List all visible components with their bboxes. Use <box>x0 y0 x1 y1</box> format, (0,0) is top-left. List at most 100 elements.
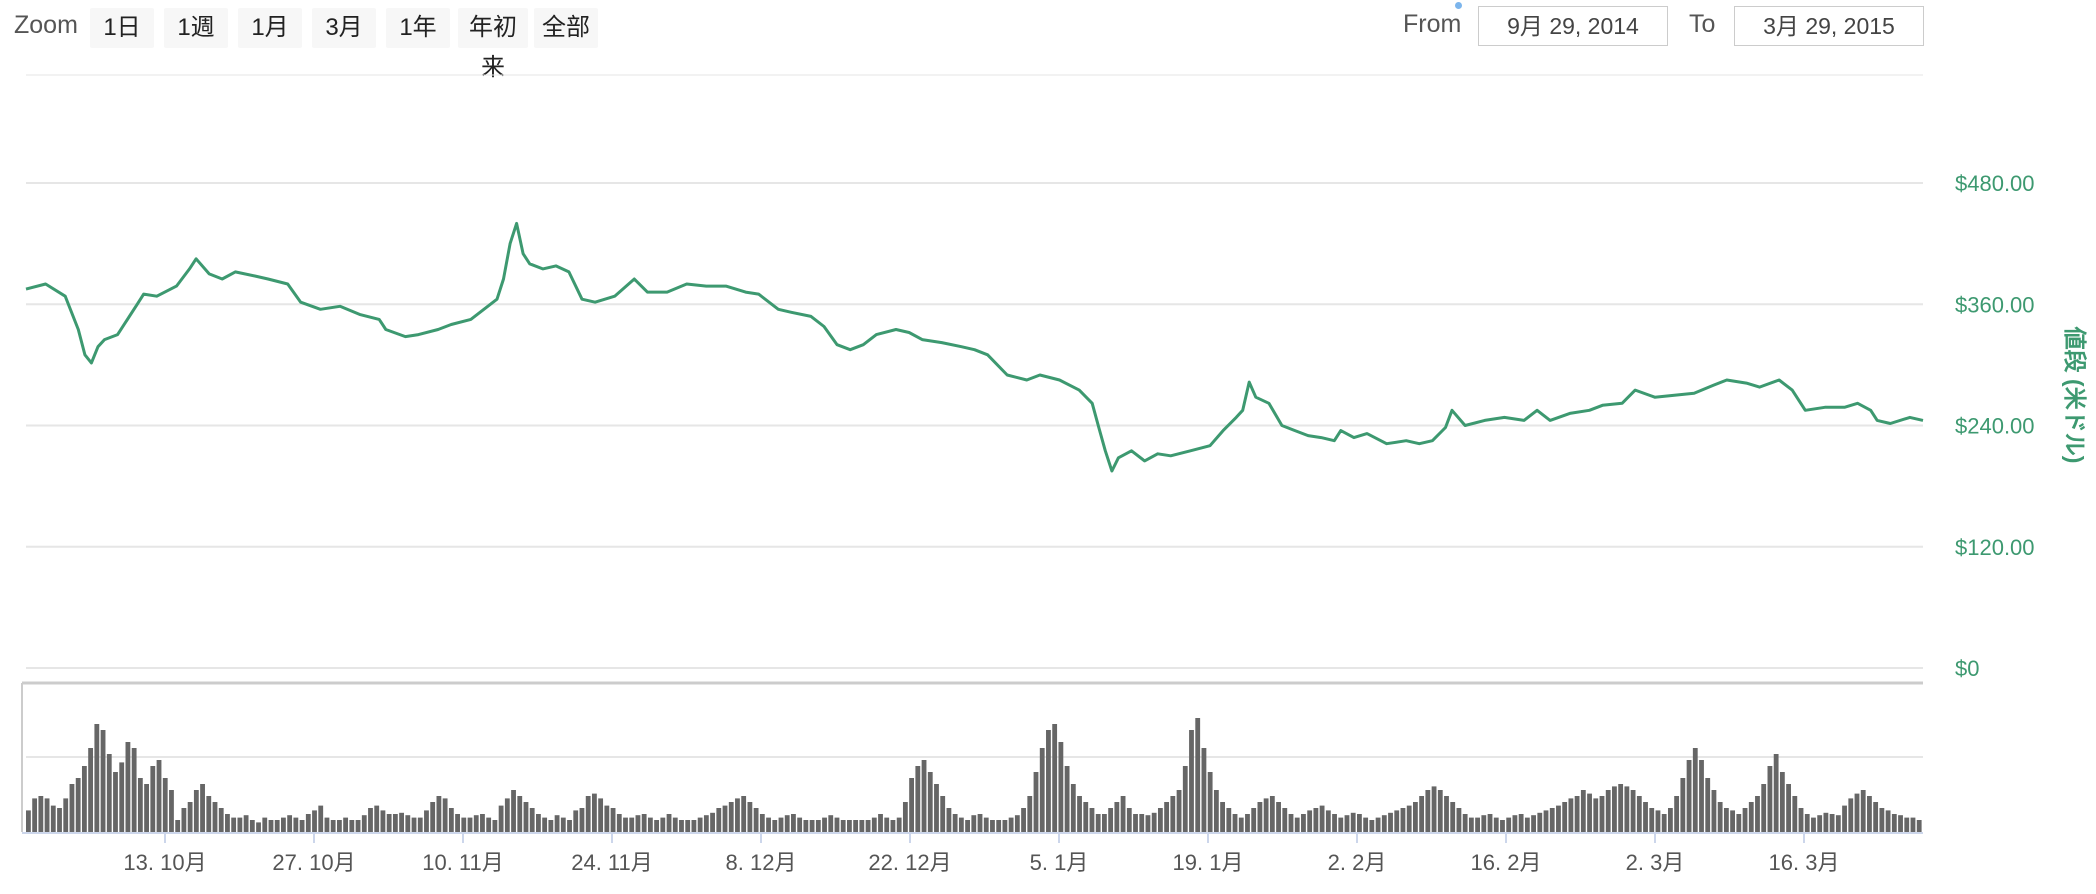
volume-bar <box>448 808 454 832</box>
volume-bar <box>1568 798 1574 832</box>
volume-bar <box>990 820 995 832</box>
x-axis: 13. 10月 27. 10月 10. 11月 24. 11月 8. 12月 22. 12… <box>22 832 1923 875</box>
x-tick-label: 8. 12月 <box>726 850 797 875</box>
volume-bar <box>287 815 293 832</box>
volume-bar <box>467 817 473 832</box>
x-tick-label: 16. 2月 <box>1471 850 1542 875</box>
volume-bar <box>598 798 604 832</box>
volume-bar <box>256 822 261 832</box>
y-axis-title: 値段 (米ドル) <box>2062 326 2088 464</box>
volume-bar <box>691 820 697 832</box>
volume-bar <box>927 772 933 832</box>
volume-bar <box>94 724 100 832</box>
volume-bar <box>1182 766 1188 832</box>
volume-bar <box>473 815 479 832</box>
volume-bar <box>1419 796 1425 832</box>
volume-bar <box>436 796 442 832</box>
to-date-input[interactable]: 3月 29, 2015 <box>1734 6 1924 46</box>
volume-bar <box>909 778 915 832</box>
volume-bar <box>1580 790 1586 832</box>
volume-bar <box>386 814 392 832</box>
volume-bar <box>1313 808 1319 832</box>
volume-bar <box>1817 815 1823 832</box>
volume-bar <box>623 817 628 832</box>
volume-bar <box>392 814 398 832</box>
volume-bar <box>1114 802 1120 832</box>
volume-bar <box>1077 796 1082 832</box>
volume-bar <box>1238 817 1244 832</box>
volume-bar <box>38 796 44 832</box>
volume-bar <box>1046 730 1051 832</box>
volume-bars <box>21 681 1923 832</box>
volume-bar <box>554 815 560 832</box>
volume-bar <box>1406 805 1412 832</box>
volume-bar <box>498 805 504 832</box>
y-tick-label: $0 <box>1955 656 1979 681</box>
x-tick-label: 19. 1月 <box>1173 850 1244 875</box>
volume-bar <box>1531 815 1536 832</box>
volume-bar <box>1369 820 1375 832</box>
price-series-line <box>25 221 1924 473</box>
zoom-button-3m[interactable]: 3月 <box>312 8 376 48</box>
volume-bar <box>1755 796 1760 832</box>
volume-bar <box>1848 798 1854 832</box>
volume-bar <box>1556 805 1561 832</box>
volume-bar <box>735 798 740 832</box>
zoom-button-ytd[interactable]: 年初来 <box>458 8 528 81</box>
volume-bar <box>766 817 771 832</box>
zoom-label: Zoom <box>14 11 78 39</box>
volume-bar <box>1867 796 1872 832</box>
volume-bar <box>1220 802 1225 832</box>
volume-bar <box>815 820 821 832</box>
volume-bar <box>1842 805 1847 832</box>
volume-bar <box>1636 796 1642 832</box>
volume-bar <box>1133 814 1138 832</box>
volume-bar <box>647 817 653 832</box>
volume-bar <box>26 810 31 832</box>
volume-bar <box>169 790 174 832</box>
volume-bar <box>604 805 610 832</box>
volume-bar <box>1437 790 1443 832</box>
volume-bar <box>175 820 181 832</box>
volume-bar <box>1618 784 1624 832</box>
volume-bar <box>193 790 199 832</box>
zoom-button-1d[interactable]: 1日 <box>90 8 154 48</box>
volume-bar <box>75 778 81 832</box>
volume-bar <box>567 820 572 832</box>
volume-bar <box>1425 790 1431 832</box>
volume-bar <box>225 814 230 832</box>
zoom-button-all[interactable]: 全部 <box>534 8 598 48</box>
volume-bar <box>983 817 989 832</box>
zoom-button-1m[interactable]: 1月 <box>238 8 302 48</box>
zoom-button-1y[interactable]: 1年 <box>386 8 450 48</box>
volume-bar <box>274 820 280 832</box>
volume-bar <box>1294 817 1300 832</box>
volume-bar <box>368 808 373 832</box>
volume-bar <box>262 817 268 832</box>
volume-bar <box>318 805 324 832</box>
volume-bar <box>560 817 566 832</box>
volume-bar <box>1916 820 1922 832</box>
volume-bar <box>1164 802 1170 832</box>
volume-bar <box>1574 796 1580 832</box>
volume-bar <box>237 817 243 832</box>
volume-bar <box>641 814 647 832</box>
volume-bar <box>125 742 131 832</box>
volume-bar <box>517 796 523 832</box>
x-tick-label: 22. 12月 <box>868 850 951 875</box>
volume-bar <box>200 784 205 832</box>
volume-bar <box>902 802 908 832</box>
volume-bar <box>753 808 759 832</box>
volume-bar <box>896 817 902 832</box>
volume-bar <box>1058 742 1064 832</box>
volume-bar <box>137 778 143 832</box>
volume-bar <box>1761 784 1767 832</box>
volume-bar <box>840 820 846 832</box>
volume-bar <box>1344 815 1350 832</box>
zoom-button-1w[interactable]: 1週 <box>164 8 228 48</box>
volume-bar <box>548 820 554 832</box>
volume-bar <box>859 820 865 832</box>
volume-bar <box>591 793 597 832</box>
from-date-input[interactable]: 9月 29, 2014 <box>1478 6 1668 46</box>
volume-bar <box>685 820 691 832</box>
